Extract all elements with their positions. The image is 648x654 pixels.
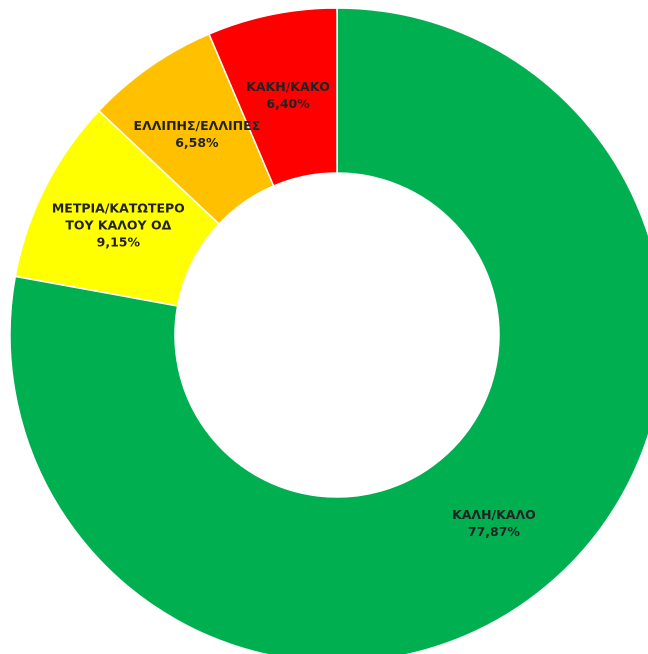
- value-label: 9,15%: [96, 234, 140, 250]
- value-label: 6,40%: [266, 95, 310, 111]
- category-label: ΚΑΛΗ/ΚΑΛΟ: [452, 507, 536, 523]
- data-label: ΕΛΛΙΠΗΣ/ΕΛΛΙΠΕΣ 6,58%: [122, 117, 272, 151]
- value-label: 77,87%: [467, 524, 520, 540]
- category-label: ΜΕΤΡΙΑ/ΚΑΤΩΤΕΡΟ ΤΟΥ ΚΑΛΟΥ ΟΔ: [51, 200, 185, 233]
- data-label: ΚΑΚΗ/ΚΑΚΟ 6,40%: [213, 78, 363, 112]
- data-label: ΜΕΤΡΙΑ/ΚΑΤΩΤΕΡΟ ΤΟΥ ΚΑΛΟΥ ΟΔ 9,15%: [51, 199, 186, 250]
- category-label: ΕΛΛΙΠΗΣ/ΕΛΛΙΠΕΣ: [133, 118, 261, 134]
- category-label: ΚΑΚΗ/ΚΑΚΟ: [246, 78, 330, 94]
- value-label: 6,58%: [175, 135, 219, 151]
- donut-segment: [208, 7, 338, 187]
- donut-segment: [9, 7, 648, 654]
- data-label: ΚΑΛΗ/ΚΑΛΟ 77,87%: [419, 506, 569, 540]
